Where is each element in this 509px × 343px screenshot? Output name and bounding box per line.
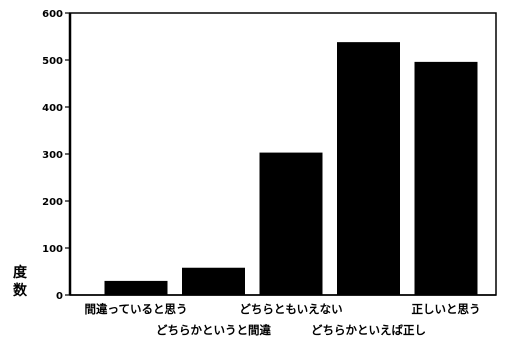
- y-tick-label-0: 0: [56, 291, 63, 302]
- y-axis-label-char-1: 度: [13, 265, 27, 281]
- y-tick-label-2: 200: [42, 197, 63, 208]
- y-tick-label-6: 600: [42, 9, 63, 20]
- bar-3: [259, 152, 323, 295]
- x-category-label-2: どちらかというと間違: [156, 323, 271, 337]
- y-axis-ticks: 0 100 200 300 400 500 600: [42, 9, 70, 302]
- x-category-label-5: 正しいと思う: [412, 302, 481, 316]
- bar-5: [414, 61, 478, 295]
- y-tick-label-3: 300: [42, 150, 63, 161]
- y-tick-label-1: 100: [42, 244, 63, 255]
- bar-1: [104, 280, 168, 295]
- bars: [104, 42, 478, 295]
- y-axis-label-char-2: 数: [13, 283, 27, 299]
- x-category-label-4: どちらかといえば正し: [311, 323, 426, 337]
- y-tick-label-4: 400: [42, 103, 63, 114]
- bar-2: [182, 267, 245, 295]
- bar-4: [337, 42, 400, 295]
- y-tick-label-5: 500: [42, 56, 63, 67]
- x-category-label-1: 間違っていると思う: [85, 302, 188, 316]
- x-category-label-3: どちらともいえない: [239, 302, 342, 316]
